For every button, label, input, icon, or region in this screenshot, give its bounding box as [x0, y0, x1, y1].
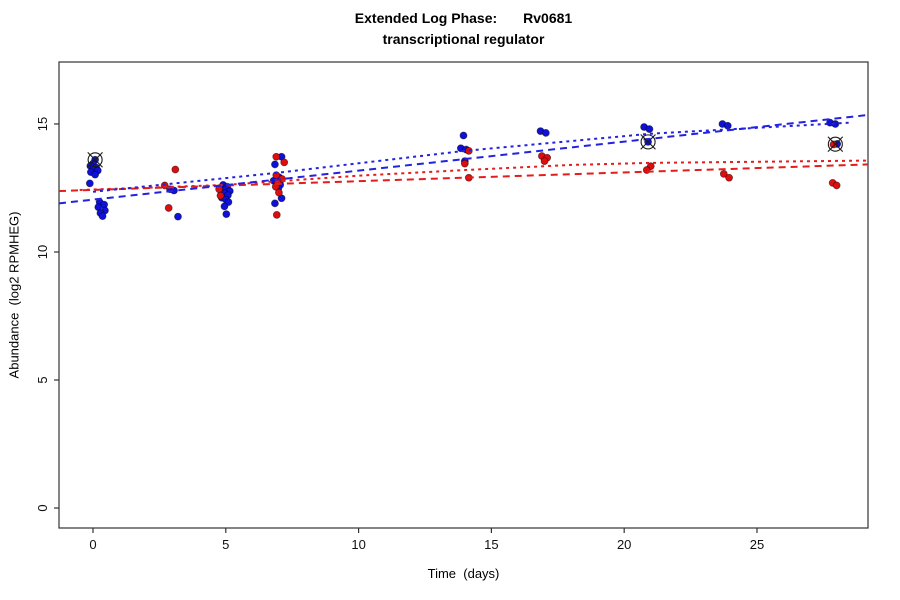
chart-subtitle: transcriptional regulator: [382, 31, 545, 47]
y-tick-label: 0: [35, 504, 50, 511]
red-data-point: [460, 159, 469, 168]
circle-x-marker: [640, 134, 656, 150]
blue-data-point: [645, 125, 654, 133]
title-gene: Rv0681: [523, 10, 573, 26]
data-points-red: [160, 140, 841, 219]
x-tick-label: 15: [484, 537, 498, 552]
x-tick-label: 25: [750, 537, 764, 552]
red-data-point: [725, 173, 733, 182]
blue-data-point: [98, 212, 107, 221]
blue-data-point: [723, 121, 732, 130]
blue-data-point: [85, 179, 94, 188]
x-tick-label: 10: [351, 537, 365, 552]
blue-dotted-fit: [92, 121, 850, 193]
y-tick-label: 10: [35, 245, 50, 259]
x-tick-label: 5: [222, 537, 229, 552]
blue-data-point: [459, 131, 468, 140]
y-tick-label: 5: [35, 376, 50, 383]
blue-dashed-fit: [58, 114, 869, 205]
blue-data-point: [271, 199, 279, 208]
red-data-point: [275, 188, 283, 197]
y-axis-ticks: 0 5 10 15: [35, 117, 59, 512]
circle-x-marker: [640, 134, 656, 150]
red-dotted-fit: [79, 159, 869, 192]
circle-x-marker: [87, 152, 103, 168]
chart-title: Extended Log Phase: Rv0681: [59, 10, 868, 26]
title-phase: Extended Log Phase:: [354, 10, 498, 26]
data-points-blue: [85, 118, 842, 221]
red-data-point: [272, 152, 281, 161]
red-data-point: [171, 165, 180, 174]
plot-box: [58, 61, 869, 529]
x-tick-label: 0: [89, 537, 96, 552]
red-data-point: [272, 210, 281, 219]
circle-x-marker: [827, 136, 843, 152]
circle-x-marker: [827, 136, 844, 152]
blue-data-point: [220, 202, 229, 211]
x-tick-label: 20: [617, 537, 631, 552]
outlier-markers: [87, 134, 844, 168]
red-data-point: [216, 191, 225, 200]
x-axis-ticks: 0 5 10 15 20 25: [89, 528, 764, 552]
x-axis-label: Time (days): [427, 566, 500, 581]
blue-data-point: [174, 212, 182, 221]
red-data-point: [829, 140, 838, 149]
blue-data-point: [541, 129, 550, 137]
circle-x-marker: [87, 152, 103, 168]
red-data-point: [832, 181, 841, 190]
blue-data-point: [91, 170, 100, 179]
y-tick-label: 15: [35, 117, 50, 131]
red-data-point: [164, 204, 173, 212]
red-data-point: [719, 169, 728, 178]
red-data-point: [280, 158, 289, 167]
blue-data-point: [271, 160, 279, 169]
y-axis-label: Abundance (log2 RPMHEG): [6, 211, 22, 379]
blue-data-point: [222, 210, 231, 218]
red-data-point: [540, 157, 549, 165]
